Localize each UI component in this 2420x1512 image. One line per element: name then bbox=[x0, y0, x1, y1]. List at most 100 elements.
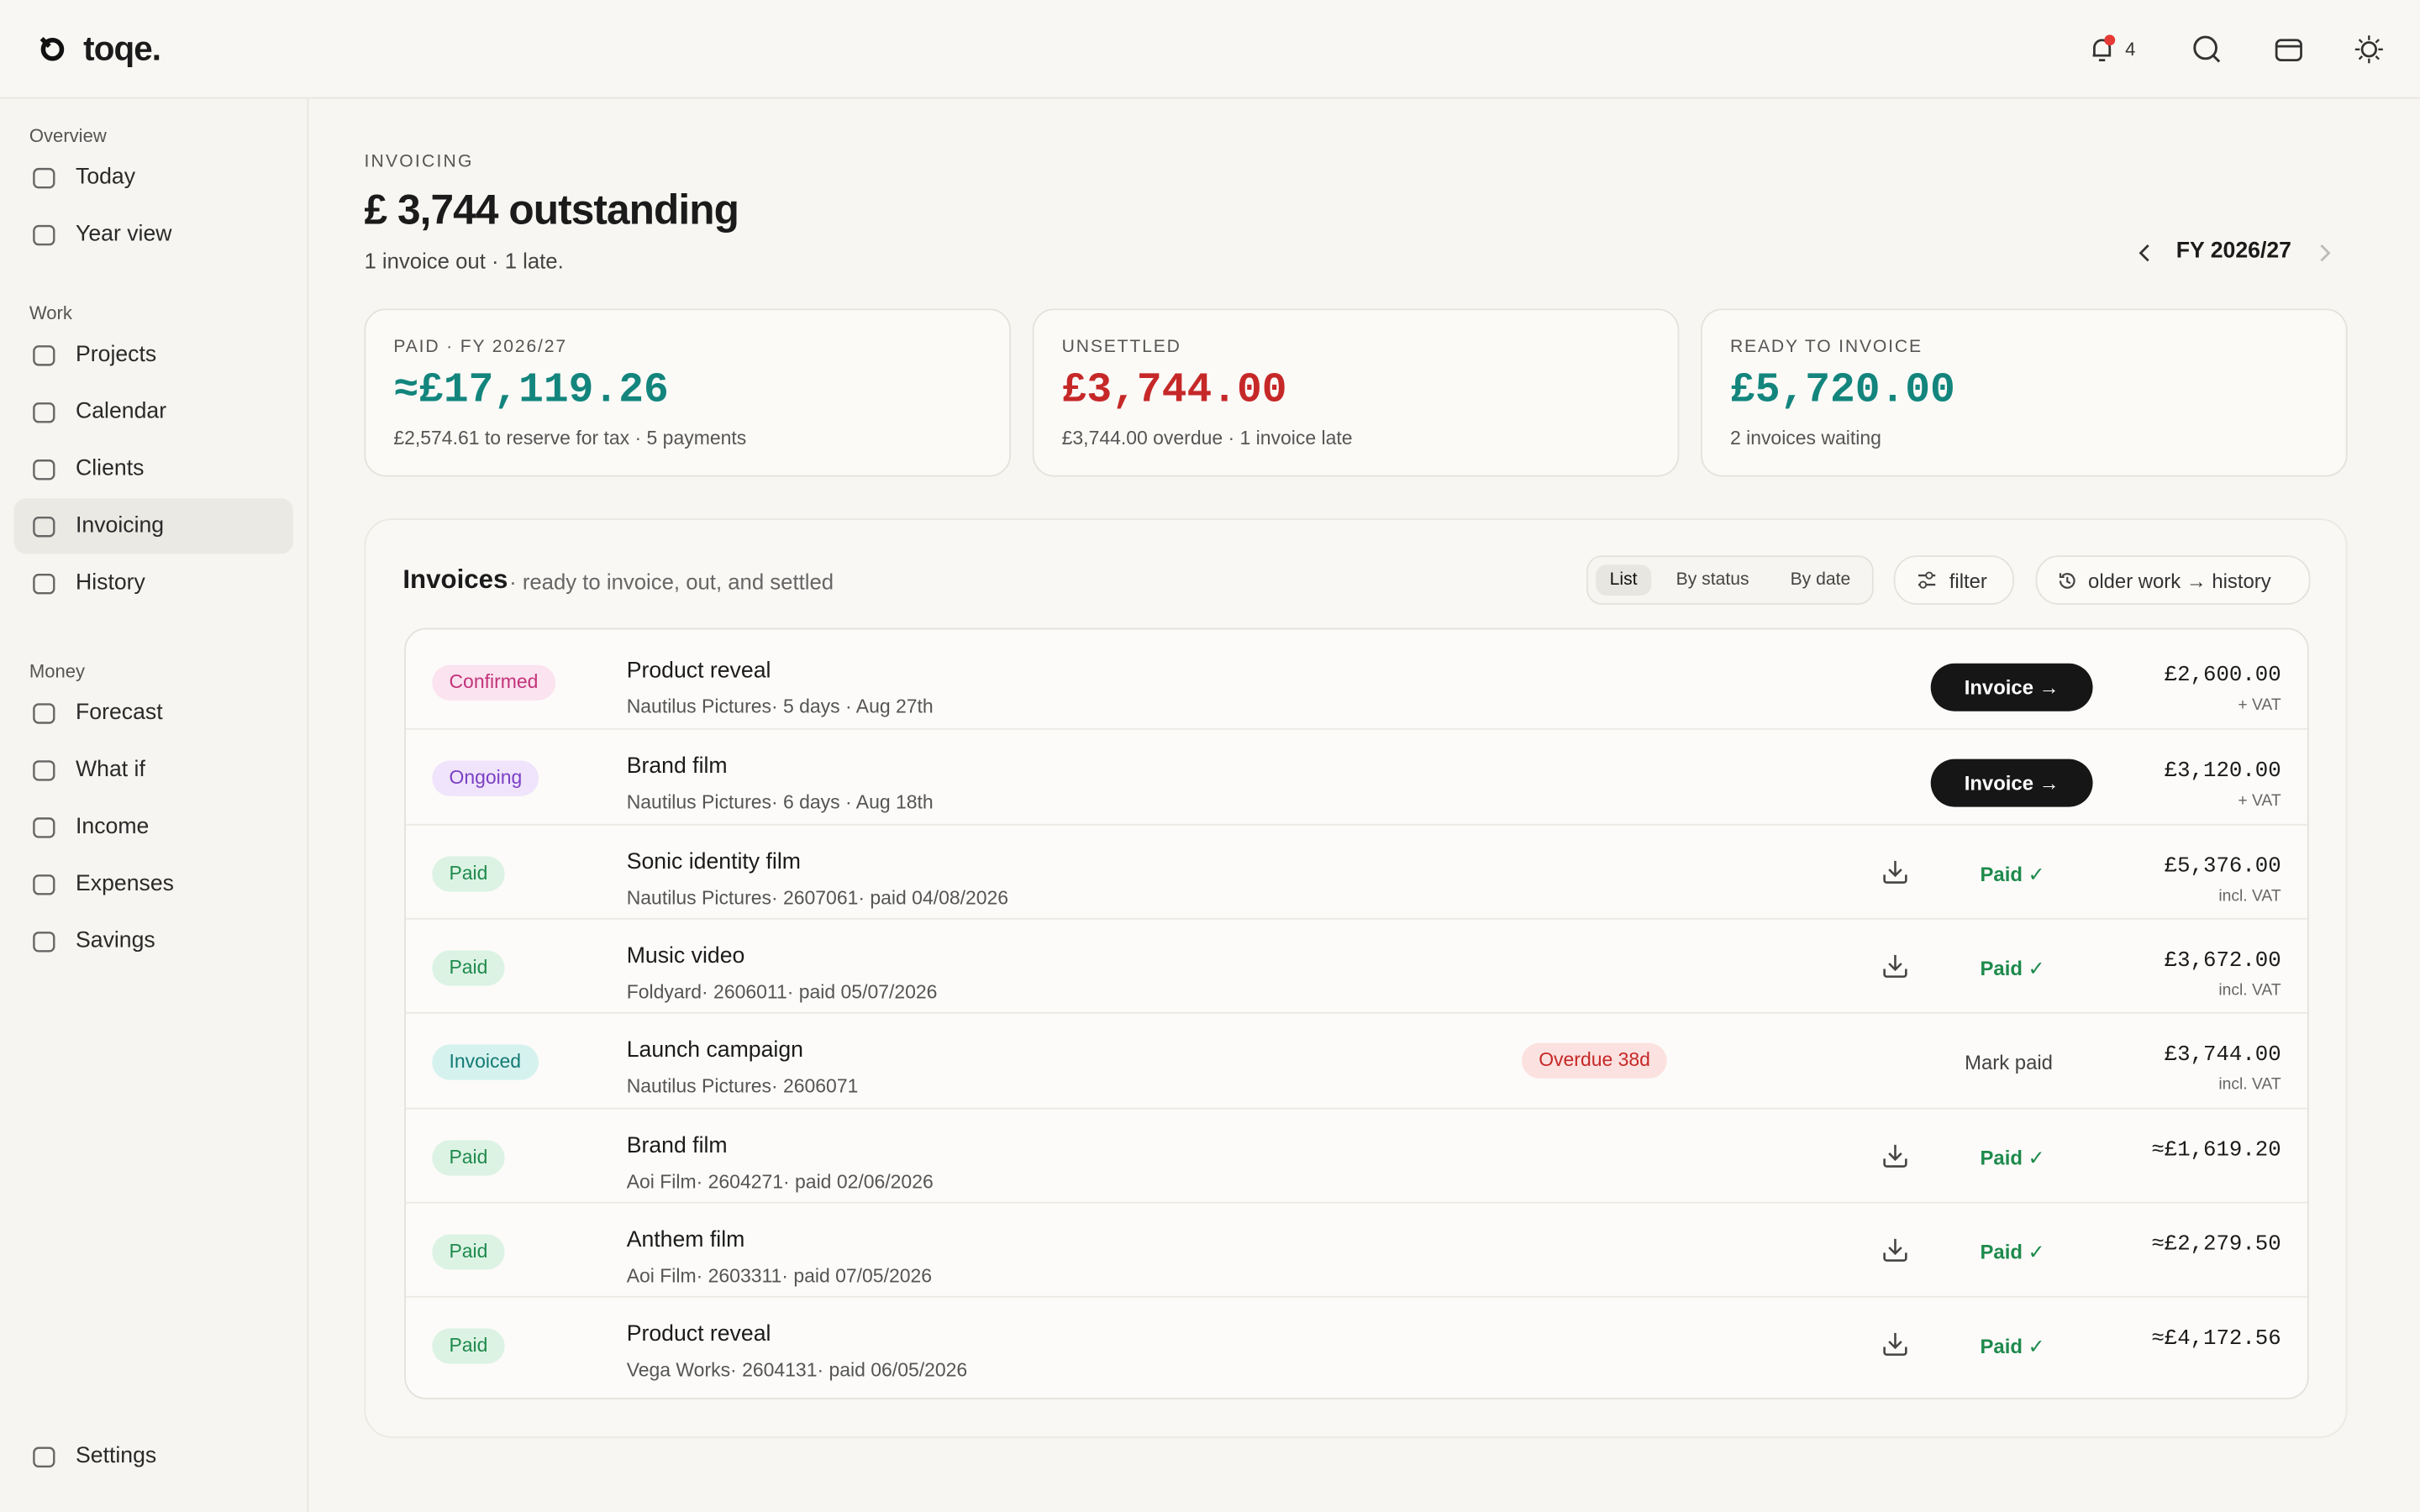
paid-status: Paid ✓ bbox=[1980, 1145, 2045, 1169]
invoice-amount: £5,376.00 bbox=[2164, 853, 2281, 879]
view-option[interactable]: By status bbox=[1676, 570, 1749, 590]
nav-label: Settings bbox=[75, 1444, 157, 1469]
invoice-amount: ≈£4,172.56 bbox=[2151, 1326, 2281, 1352]
download-icon[interactable] bbox=[1880, 1139, 1911, 1170]
section-title: Overview bbox=[29, 124, 107, 147]
nav-item[interactable]: Forecast bbox=[14, 685, 293, 740]
notifications-icon[interactable] bbox=[2086, 34, 2118, 65]
prev-period[interactable] bbox=[2134, 242, 2156, 264]
invoice-button[interactable]: Invoice → bbox=[1930, 663, 2093, 711]
view-option[interactable]: By date bbox=[1790, 570, 1851, 590]
nav-item[interactable]: Expenses bbox=[14, 856, 293, 911]
nav-icon bbox=[33, 344, 55, 365]
history-icon bbox=[2059, 572, 2075, 588]
invoice-meta: Foldyard· 2606011· paid 05/07/2026 bbox=[626, 980, 938, 1003]
mark-paid[interactable]: Mark paid bbox=[1965, 1051, 2053, 1074]
invoice-amount: £3,672.00 bbox=[2164, 948, 2281, 974]
notification-count: 4 bbox=[2125, 38, 2136, 60]
nav-icon bbox=[33, 516, 55, 537]
nav-item[interactable]: Projects bbox=[14, 327, 293, 382]
invoice-meta: Vega Works· 2604131· paid 06/05/2026 bbox=[626, 1359, 968, 1382]
card-value: £3,744.00 bbox=[1061, 368, 1287, 416]
download-icon[interactable] bbox=[1880, 950, 1911, 981]
invoice-title: Brand film bbox=[626, 1133, 728, 1158]
theme-icon[interactable] bbox=[2354, 34, 2385, 65]
nav-icon bbox=[33, 573, 55, 594]
summary-card: READY TO INVOICE £5,720.00 2 invoices wait… bbox=[1701, 308, 2348, 477]
filter-label: filter bbox=[1949, 568, 1987, 592]
view-option[interactable]: List bbox=[1596, 564, 1652, 596]
brand: toqe. bbox=[83, 29, 161, 68]
invoice-row: Ongoing Brand film Nautilus Pictures· 6 da… bbox=[406, 728, 2307, 824]
invoice-button[interactable]: Invoice → bbox=[1930, 759, 2093, 808]
period: FY 2026/27 bbox=[2175, 239, 2291, 265]
vat-note: incl. VAT bbox=[2218, 980, 2281, 1000]
nav-icon bbox=[33, 874, 55, 895]
nav-item[interactable]: Savings bbox=[14, 913, 293, 969]
invoice-meta: Aoi Film· 2603311· paid 07/05/2026 bbox=[626, 1264, 933, 1287]
invoice-row: Invoiced Launch campaign Nautilus Pictures… bbox=[406, 1012, 2307, 1108]
invoice-meta: Nautilus Pictures· 2607061· paid 04/08/2… bbox=[626, 886, 1009, 909]
nav-item[interactable]: Clients bbox=[14, 441, 293, 496]
nav-label: Savings bbox=[75, 928, 155, 954]
invoice-title: Brand film bbox=[626, 754, 728, 780]
view-switch: List By status By date bbox=[1586, 555, 1874, 605]
nav-label: Invoicing bbox=[75, 513, 165, 539]
status-pill: Invoiced bbox=[432, 1044, 539, 1081]
status-pill: Confirmed bbox=[432, 664, 555, 701]
nav-icon bbox=[33, 702, 55, 723]
logo bbox=[39, 36, 65, 61]
card-note: £2,574.61 to reserve for tax · 5 payment… bbox=[393, 427, 747, 449]
nav-icon bbox=[33, 816, 55, 837]
top-bar: toqe. 4 bbox=[0, 0, 2420, 99]
nav-label: Clients bbox=[75, 456, 145, 482]
nav-item[interactable]: Today bbox=[14, 150, 293, 205]
page-subtitle: 1 invoice out · 1 late. bbox=[364, 248, 564, 274]
next-period[interactable] bbox=[2313, 242, 2335, 264]
paid-status: Paid ✓ bbox=[1980, 861, 2045, 885]
nav-icon bbox=[33, 759, 55, 780]
settings-icon bbox=[33, 1446, 55, 1467]
nav-icon bbox=[33, 402, 55, 423]
calendar-icon[interactable] bbox=[2273, 34, 2304, 65]
status-pill: Ongoing bbox=[432, 761, 539, 797]
vat-note: + VAT bbox=[2238, 791, 2281, 811]
download-icon[interactable] bbox=[1880, 1234, 1911, 1265]
invoice-table: Confirmed Product reveal Nautilus Pictures… bbox=[404, 627, 2309, 1399]
history-label: older work → history bbox=[2088, 568, 2271, 592]
card-label: READY TO INVOICE bbox=[1729, 338, 1923, 357]
nav-label: What if bbox=[75, 757, 145, 783]
nav-item[interactable]: History bbox=[14, 555, 293, 611]
summary-card: UNSETTLED £3,744.00 £3,744.00 overdue · 1 … bbox=[1032, 308, 1680, 477]
filter-button[interactable]: filter bbox=[1893, 555, 2014, 605]
page-eyebrow: INVOICING bbox=[364, 152, 474, 171]
nav-item[interactable]: Calendar bbox=[14, 384, 293, 439]
nav-item[interactable]: Settings bbox=[14, 1429, 293, 1484]
invoice-title: Music video bbox=[626, 943, 745, 969]
status-pill: Paid bbox=[432, 1139, 505, 1175]
status-pill: Paid bbox=[432, 1233, 505, 1270]
paid-status: Paid ✓ bbox=[1980, 1334, 2045, 1358]
nav-item[interactable]: What if bbox=[14, 742, 293, 797]
nav-item[interactable]: Invoicing bbox=[13, 498, 293, 554]
invoice-row: Confirmed Product reveal Nautilus Pictures… bbox=[406, 634, 2307, 728]
vat-note: incl. VAT bbox=[2218, 1075, 2281, 1095]
invoices-subtitle: · ready to invoice, out, and settled bbox=[509, 569, 834, 595]
nav-icon bbox=[33, 459, 55, 480]
invoice-row: Paid Sonic identity film Nautilus Pictures… bbox=[406, 823, 2307, 919]
invoices-title: Invoices bbox=[402, 564, 508, 595]
section-title: Work bbox=[29, 302, 72, 324]
nav-item[interactable]: Year view bbox=[14, 207, 293, 262]
download-icon[interactable] bbox=[1880, 856, 1911, 887]
search-icon[interactable] bbox=[2191, 34, 2223, 65]
invoice-row: Paid Music video Foldyard· 2606011· paid 0… bbox=[406, 917, 2307, 1014]
card-value: £5,720.00 bbox=[1729, 368, 1955, 416]
invoice-amount: £2,600.00 bbox=[2164, 663, 2281, 689]
invoice-amount: ≈£1,619.20 bbox=[2151, 1137, 2281, 1163]
nav-item[interactable]: Income bbox=[14, 799, 293, 854]
nav-label: Projects bbox=[75, 342, 157, 368]
history-button[interactable]: older work → history bbox=[2035, 555, 2311, 605]
vat-note: incl. VAT bbox=[2218, 886, 2281, 906]
download-icon[interactable] bbox=[1880, 1329, 1911, 1360]
